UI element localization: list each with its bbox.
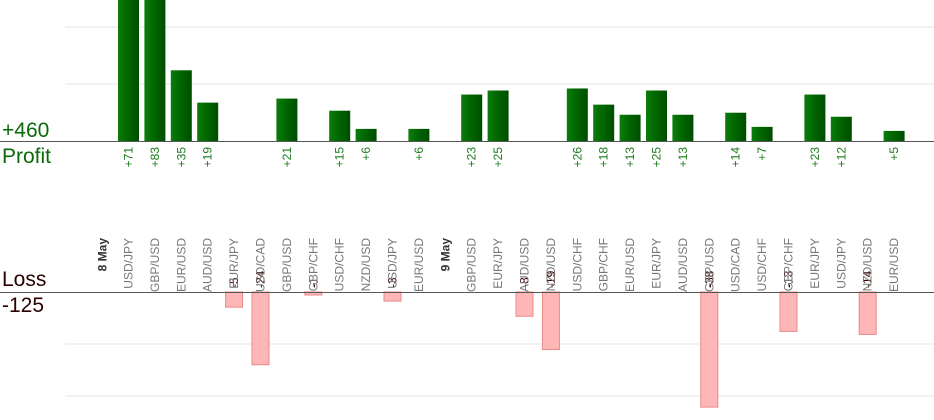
profit-bar [144,0,166,142]
pair-tick-label: USD/CHF [755,238,769,291]
loss-bar [225,291,244,308]
pair-tick-label: USD/JPY [834,238,848,289]
profit-value-label: +15 [333,147,347,168]
profit-bar [804,94,826,141]
pair-tick-label: AUD/USD [676,238,690,292]
profit-total-label: +460 [2,119,50,142]
profit-value-label: +14 [729,147,743,168]
pair-tick-label: GBP/CHF [306,238,320,291]
pair-tick-label: USD/CHF [333,238,347,291]
loss-value-label: -24 [254,270,268,288]
date-group-label: 8 May [96,238,110,272]
profit-bar [170,70,192,141]
pair-tick-label: EUR/JPY [227,238,241,289]
pair-tick-label: EUR/USD [174,238,188,292]
profit-bar [329,110,351,141]
date-group-label: 9 May [439,238,453,272]
profit-value-label: +71 [122,147,136,168]
pair-tick-label: NZD/USD [861,238,875,292]
pair-tick-label: GBP/CHF [597,238,611,291]
profit-bar [355,128,377,141]
pair-tick-label: EUR/JPY [808,238,822,289]
loss-value-label: -8 [518,277,532,288]
loss-bar [383,291,402,302]
profit-bar [751,126,773,141]
pair-tick-label: GBP/USD [702,238,716,292]
profit-value-label: +6 [412,147,426,161]
pair-tick-label: USD/CHF [570,238,584,291]
profit-bar [883,130,905,141]
profit-bar [830,116,852,141]
profit-value-label: +5 [887,147,901,161]
profit-bar [725,112,747,141]
pair-tick-label: USD/CAD [729,238,743,292]
loss-value-label: -14 [861,270,875,288]
profit-value-label: +25 [491,147,505,168]
pair-tick-label: GBP/CHF [782,238,796,291]
profit-bar [672,114,694,141]
profit-value-label: +6 [359,147,373,161]
loss-value-label: -1 [306,277,320,288]
profit-value-label: +12 [834,147,848,168]
pair-tick-label: AUD/USD [201,238,215,292]
pair-tick-label: NZD/USD [359,238,373,292]
pair-tick-label: AUD/USD [518,238,532,292]
loss-bar [779,291,798,332]
profit-value-label: +83 [148,147,162,168]
profit-bar [619,114,641,141]
profit-bar [118,0,139,141]
loss-bar [541,291,560,351]
profit-bar [276,98,298,141]
profit-value-label: +13 [623,147,637,168]
profit-value-label: +25 [650,147,664,168]
loss-bar [251,291,270,366]
pair-tick-label: EUR/JPY [491,238,505,289]
pair-tick-label: GBP/USD [280,238,294,292]
pair-tick-label: EUR/USD [412,238,426,292]
profit-bar [461,94,483,141]
loss-bar [858,291,877,335]
pair-tick-label: USD/CAD [254,238,268,292]
profit-value-label: +18 [597,147,611,168]
profit-value-label: +23 [465,147,479,168]
pair-tick-label: GBP/USD [465,238,479,292]
loss-total-label: -125 [2,294,45,317]
profit-value-label: +13 [676,147,690,168]
profit-bar [593,104,615,141]
loss-bar [700,291,719,408]
profit-bar [408,128,430,141]
pair-tick-label: NZD/USD [544,238,558,292]
pair-tick-label: EUR/USD [623,238,637,292]
profit-value-label: +19 [201,147,215,168]
profit-value-label: +21 [280,147,294,168]
pair-tick-label: EUR/USD [887,238,901,292]
profit-bar [566,88,588,141]
loss-label: Loss [2,268,47,291]
pair-tick-label: USD/JPY [386,238,400,289]
loss-value-label: -5 [227,277,241,288]
profit-value-label: +7 [755,147,769,161]
loss-value-label: -13 [782,270,796,288]
profit-value-label: +35 [174,147,188,168]
pair-tick-label: USD/JPY [122,238,136,289]
profit-value-label: +23 [808,147,822,168]
pair-tick-label: EUR/JPY [650,238,664,289]
profit-value-label: +26 [570,147,584,168]
profit-bar [646,90,667,141]
profit-bar [487,90,509,141]
profit-bar [197,102,219,141]
loss-value-label: -3 [386,277,400,288]
loss-value-label: -38 [702,270,716,288]
profit-label: Profit [2,145,52,168]
loss-value-label: -19 [544,270,558,288]
pair-tick-label: GBP/USD [148,238,162,292]
loss-bar [515,291,534,317]
